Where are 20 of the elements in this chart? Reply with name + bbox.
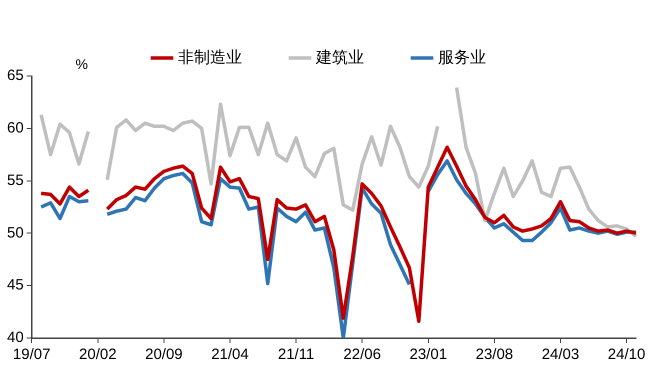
x-tick-label: 24/10 <box>608 346 646 364</box>
y-tick-label: 40 <box>6 329 24 346</box>
y-axis-title: % <box>75 56 88 72</box>
legend-label: 非制造业 <box>178 48 242 66</box>
y-tick-label: 65 <box>6 67 24 84</box>
x-tick-label: 21/04 <box>211 346 249 364</box>
x-tick-label: 19/07 <box>12 346 50 364</box>
x-tick-label: 22/06 <box>343 346 381 364</box>
x-tick-label: 23/08 <box>476 346 514 364</box>
y-tick-label: 60 <box>6 120 24 137</box>
x-tick-label: 21/11 <box>278 346 314 364</box>
x-tick-label: 24/03 <box>542 346 580 364</box>
x-tick-label: 20/02 <box>79 346 117 364</box>
legend-label: 服务业 <box>438 48 486 66</box>
y-tick-label: 45 <box>6 276 24 294</box>
legend-label: 建筑业 <box>315 48 364 66</box>
y-tick-label: 50 <box>6 224 24 242</box>
x-tick-label: 23/01 <box>409 346 448 364</box>
y-tick-label: 55 <box>6 172 24 189</box>
x-tick-label: 20/09 <box>145 346 183 364</box>
